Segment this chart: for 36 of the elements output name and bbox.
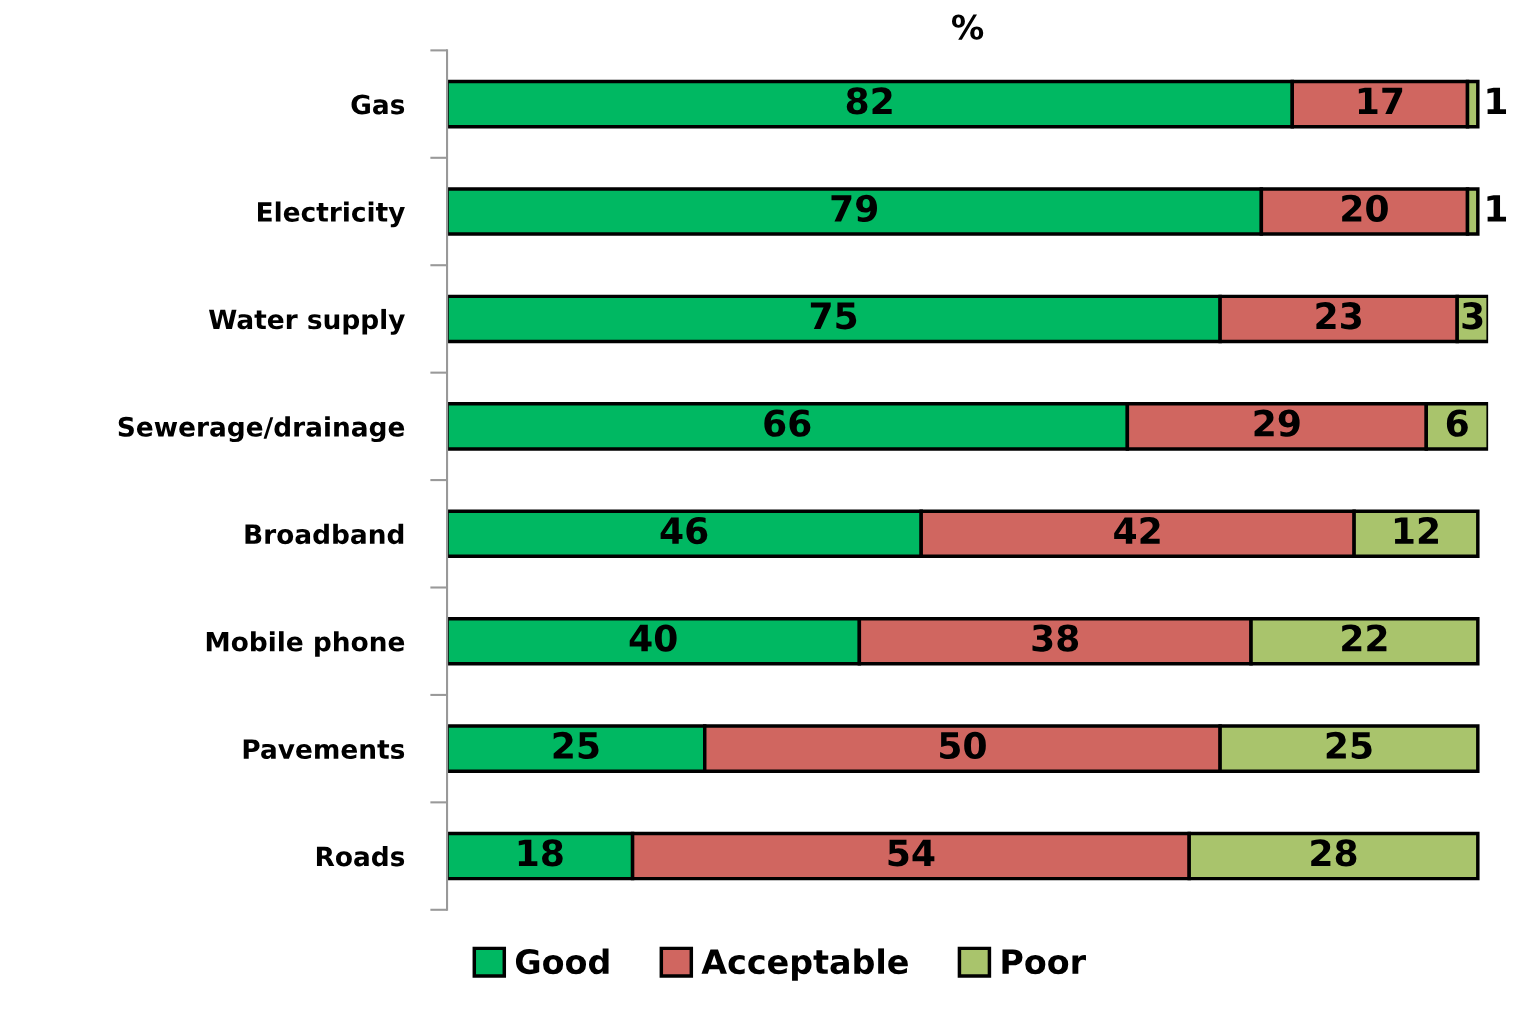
data-label: 18 [518, 839, 563, 867]
data-label: 40 [629, 624, 677, 652]
data-label: 6 [1446, 409, 1468, 437]
data-label: 22 [1342, 624, 1387, 652]
chart-title: % [951, 14, 984, 40]
legend-label: Good [515, 948, 609, 975]
data-label: 17 [1358, 87, 1403, 115]
y-tick-label: Gas [351, 94, 405, 115]
data-label: 38 [1032, 624, 1079, 652]
data-label: 50 [940, 731, 986, 760]
data-label: 23 [1316, 302, 1361, 330]
data-label: 79 [831, 194, 878, 222]
data-label: 29 [1254, 409, 1300, 437]
y-tick-label: Pavements [243, 739, 405, 760]
y-tick-label: Sewerage/drainage [118, 416, 405, 443]
data-label: 28 [1311, 839, 1357, 867]
data-label: 20 [1342, 194, 1388, 222]
legend-label: Acceptable [701, 948, 908, 981]
y-tick-label: Electricity [258, 201, 405, 228]
data-label: 1 [1487, 195, 1507, 222]
data-label: 1 [1487, 87, 1507, 115]
data-label: 42 [1114, 516, 1160, 544]
y-tick-label: Water supply [208, 308, 405, 335]
data-label: 3 [1462, 302, 1483, 330]
legend-label: Poor [1002, 949, 1086, 975]
data-label: 12 [1394, 516, 1438, 544]
data-label: 82 [846, 87, 892, 115]
y-tick-label: Roads [316, 846, 405, 867]
data-label: 75 [810, 302, 857, 330]
data-label: 25 [553, 731, 599, 760]
data-label: 46 [660, 516, 708, 545]
data-label: 25 [1326, 731, 1372, 760]
y-tick-label: Mobile phone [206, 631, 405, 657]
y-tick-label: Broadband [245, 523, 404, 545]
data-label: 54 [888, 839, 935, 867]
data-label: 66 [764, 409, 811, 437]
